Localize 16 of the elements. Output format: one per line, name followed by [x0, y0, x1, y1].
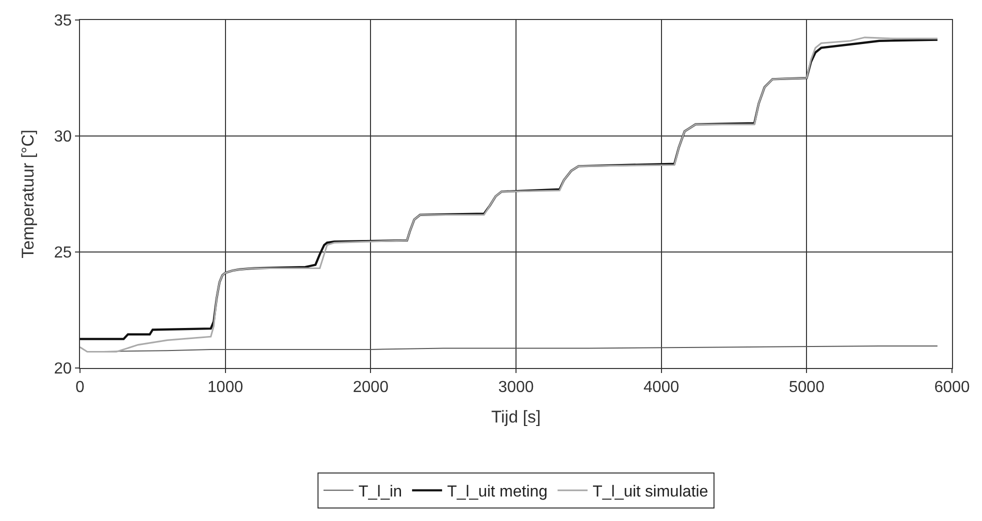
x-tick-label: 5000 — [788, 379, 825, 396]
x-tick-label: 2000 — [352, 379, 389, 396]
x-tick-label: 3000 — [498, 379, 534, 396]
y-axis-title: Temperatuur [°C] — [18, 130, 38, 258]
x-tick-label: 6000 — [934, 379, 970, 396]
legend-label: T_l_in — [358, 484, 402, 501]
y-tick-label: 35 — [54, 12, 72, 30]
x-tick-label: 0 — [76, 379, 85, 396]
legend-label: T_l_uit meting — [447, 484, 548, 501]
y-tick-label: 20 — [54, 360, 72, 378]
y-tick-label: 30 — [54, 128, 72, 146]
legend-label: T_l_uit simulatie — [592, 484, 708, 501]
x-axis-title: Tijd [s] — [491, 408, 541, 427]
x-tick-label: 4000 — [644, 379, 680, 396]
x-tick-label: 1000 — [208, 379, 244, 396]
y-tick-label: 25 — [54, 244, 72, 262]
